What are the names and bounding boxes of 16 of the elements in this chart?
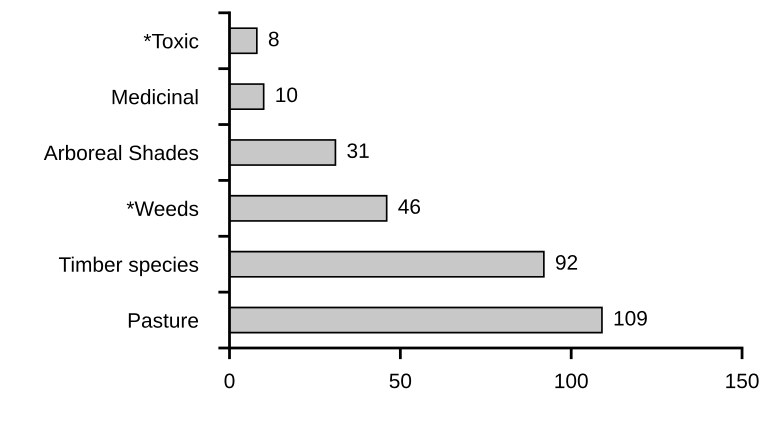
data-label: 8 xyxy=(268,32,279,46)
x-tick-label: 100 xyxy=(555,374,588,388)
x-tick-label: 50 xyxy=(390,374,412,388)
data-label: 109 xyxy=(614,310,647,326)
data-label: 10 xyxy=(276,87,298,102)
y-tick-label: Arboreal Shades xyxy=(44,144,198,160)
data-label: 92 xyxy=(556,255,578,270)
y-tick-label: *Weeds xyxy=(126,200,198,216)
y-tick-label: Pasture xyxy=(128,313,198,328)
x-tick-label: 150 xyxy=(726,374,759,388)
y-tick-label: Medicinal xyxy=(112,89,198,104)
x-tick-label: 0 xyxy=(224,374,234,388)
y-tick-label: Timber species xyxy=(58,256,198,276)
data-label: 46 xyxy=(398,199,420,214)
y-tick-label: *Toxic xyxy=(144,33,198,48)
data-label: 31 xyxy=(347,143,369,158)
